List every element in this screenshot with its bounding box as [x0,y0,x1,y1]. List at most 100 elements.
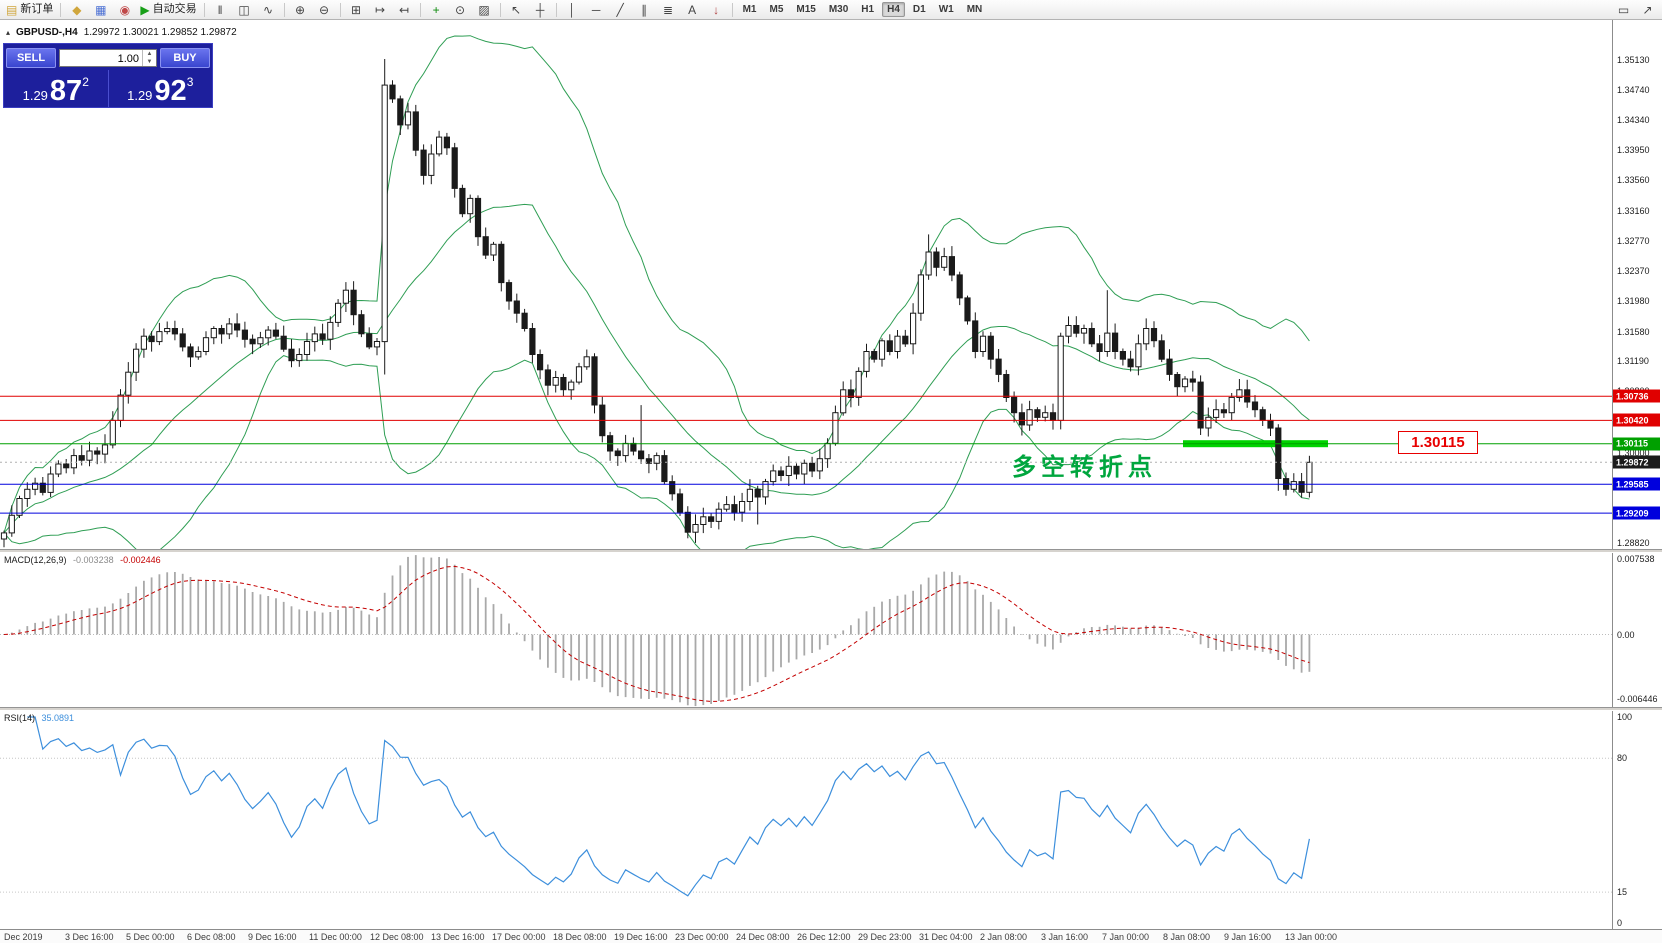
rsi-chart[interactable] [0,711,1612,929]
timeframe-button-m30[interactable]: M30 [828,4,849,15]
market-watch-icon: ▦ [95,2,107,17]
cursor-button[interactable]: ↖ [505,0,528,19]
time-label: 26 Dec 12:00 [797,932,851,942]
timeframe-button-m1[interactable]: M1 [742,4,757,15]
macd-chart[interactable] [0,553,1612,707]
bar-chart-button[interactable]: ‖ [209,0,232,19]
rsi-axis-label: 0 [1617,918,1623,928]
pane-separator-macd[interactable] [0,549,1662,553]
new-order-button[interactable]: ▤ 新订单 [3,0,56,19]
toolbar-separator [499,2,501,17]
time-label: 19 Dec 16:00 [614,932,668,942]
annotation-turning-point[interactable]: 多空转折点 [1012,454,1157,481]
volume-up-icon[interactable]: ▲ [146,50,153,57]
candlestick-chart-button[interactable]: ◫ [233,0,256,19]
macd-main-value: -0.003238 [73,555,114,565]
candlestick-chart-icon: ◫ [238,2,250,17]
time-axis[interactable]: Dec 2019 3 Dec 16:00 5 Dec 00:00 6 Dec 08:0… [0,929,1662,943]
zoom-out-button[interactable]: ⊖ [313,0,336,19]
trendline-button[interactable]: ╱ [609,0,632,19]
macd-indicator-label: MACD(12,26,9) -0.003238 -0.002446 [4,555,161,565]
chart-shift-button[interactable]: ↤ [393,0,416,19]
indicators-button[interactable]: + [425,0,448,19]
volume-value[interactable]: 1.00 [117,52,139,65]
timeframe-button-w1[interactable]: W1 [938,4,954,15]
pane-separator-rsi[interactable] [0,707,1662,711]
price-tick: 1.32370 [1617,266,1650,277]
bollinger-middle-band [3,203,1310,534]
toolbar-separator [555,2,557,17]
price-axis[interactable]: 1.35130 1.34740 1.34340 1.33950 1.33560 1.331… [1612,20,1662,549]
price-tick: 1.33560 [1617,175,1650,185]
templates-button[interactable]: ▨ [473,0,496,19]
time-label: 3 Dec 16:00 [65,932,114,942]
price-tick: 1.33160 [1617,205,1650,216]
tile-windows-button[interactable]: ⊞ [345,0,368,19]
price-tick: 1.28820 [1617,537,1650,548]
auto-trading-button: ▶ [140,2,150,17]
time-label: 17 Dec 00:00 [492,932,546,942]
text-label-button[interactable]: A [681,0,704,19]
one-click-panel-toggle-icon[interactable]: ▴ [6,28,11,37]
sell-button[interactable]: SELL [6,47,56,68]
timeframe-button-h1[interactable]: H1 [861,4,875,15]
toolbar-separator [283,2,285,17]
text-label-icon: A [688,2,697,17]
crosshair-button[interactable]: ┼ [529,0,552,19]
horizontal-line-button[interactable]: ─ [585,0,608,19]
zoom-in-button[interactable]: ⊕ [289,0,312,19]
time-label: Dec 2019 [4,932,43,942]
annotation-price-callout[interactable]: 1.30115 [1398,431,1478,454]
auto-scroll-button[interactable]: ↦ [369,0,392,19]
chart-header: ▴ GBPUSD-,H4 1.29972 1.30021 1.29852 1.2… [6,27,237,38]
bar-chart-icon: ‖ [217,2,223,17]
time-label: 9 Dec 16:00 [248,932,297,942]
buy-price[interactable]: 1.29 92 3 [107,70,213,107]
charts-profile-button[interactable]: ◆ [65,0,88,19]
market-watch-button[interactable]: ▦ [89,0,112,19]
toolbar-separator [419,2,421,17]
auto-trading-button[interactable]: ▶ 自动交易 [137,0,199,19]
volume-field[interactable]: 1.00 ▲ ▼ [59,48,157,67]
price-tick: 1.34340 [1617,115,1650,126]
rsi-axis-label: 15 [1617,887,1628,898]
time-label: 13 Jan 00:00 [1285,932,1338,942]
main-chart[interactable] [0,20,1612,549]
timeframe-button-d1[interactable]: D1 [912,4,926,15]
timeframe-button-m15[interactable]: M15 [796,4,816,15]
rsi-indicator-label: RSI(14) 35.0891 [4,713,74,723]
tile-windows-icon: ⊞ [351,2,362,17]
data-window-button[interactable]: ◉ [113,0,136,19]
toolbar-separator [731,2,733,17]
time-label: 2 Jan 08:00 [980,932,1028,942]
new-order-button-label: 新订单 [20,3,54,15]
macd-signal-value: -0.002446 [120,555,161,565]
fibonacci-button[interactable]: ≣ [657,0,680,19]
zoom-out-icon: ⊖ [319,2,330,17]
time-label: 31 Dec 04:00 [919,932,973,942]
equidistant-channel-button[interactable]: ∥ [633,0,656,19]
rsi-line [27,716,1310,897]
periods-button[interactable]: ⊙ [449,0,472,19]
vertical-line-button[interactable]: │ [561,0,584,19]
macd-axis-label: -0.006446 [1617,694,1658,704]
sell-price[interactable]: 1.29 87 2 [4,70,108,107]
sell-price-big: 87 [49,75,83,108]
help-cursor-button[interactable]: ↗ [1636,0,1659,19]
auto-trading-button-label: 自动交易 [152,3,197,15]
axis-border-line [1612,20,1613,929]
price-tag-1.29209: 1.29209 [1613,506,1660,520]
timeframe-button-h4[interactable]: H4 [882,2,905,17]
arrows-button[interactable]: ↓ [705,0,728,19]
zoom-in-icon: ⊕ [295,2,306,17]
charts-profile-icon: ◆ [72,2,82,17]
macd-name: MACD(12,26,9) [4,555,67,565]
buy-price-sup: 3 [186,75,194,89]
window-list-button[interactable]: ▭ [1612,0,1635,19]
volume-down-icon[interactable]: ▼ [146,58,153,65]
timeframe-button-mn[interactable]: MN [966,4,983,15]
line-chart-button[interactable]: ∿ [257,0,280,19]
timeframe-button-m5[interactable]: M5 [769,4,784,15]
buy-button[interactable]: BUY [160,47,210,68]
